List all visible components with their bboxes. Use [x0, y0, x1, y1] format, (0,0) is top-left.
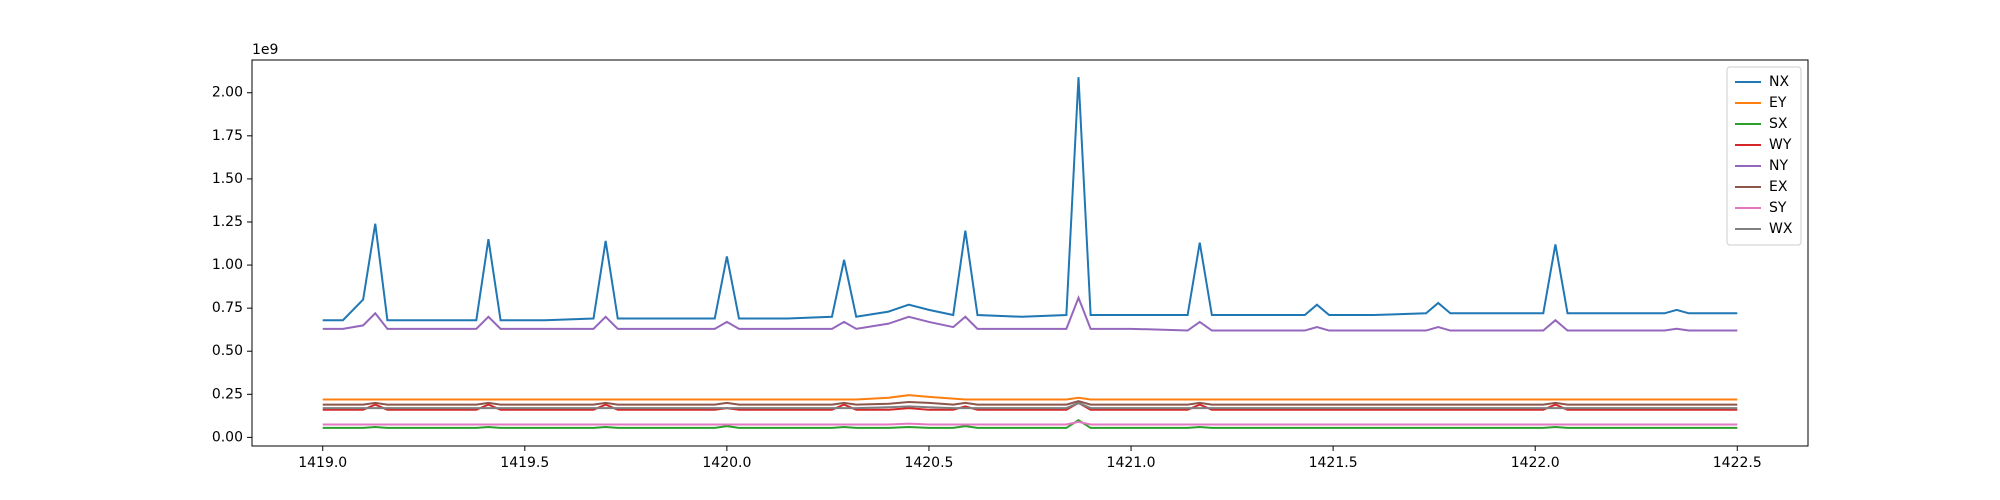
x-tick-label: 1422.0: [1511, 455, 1560, 471]
x-tick-label: 1420.5: [904, 455, 953, 471]
x-tick-label: 1420.0: [702, 455, 751, 471]
plot-frame: [251, 59, 1809, 447]
legend-label: WY: [1769, 137, 1792, 153]
series-line: [322, 77, 1738, 322]
y-tick-label: 0.75: [212, 300, 243, 316]
legend-label: EY: [1769, 95, 1787, 111]
y-offset-label: 1e9: [252, 42, 278, 58]
legend-label: WX: [1769, 221, 1793, 237]
y-tick-label: 1.75: [212, 128, 243, 144]
x-tick-label: 1422.5: [1713, 455, 1762, 471]
series-line: [322, 400, 1738, 406]
x-tick-label: 1421.5: [1309, 455, 1358, 471]
legend-label: NX: [1769, 74, 1789, 90]
legend-label: EX: [1769, 179, 1788, 195]
y-tick-label: 0.50: [212, 343, 243, 359]
y-tick-label: 1.25: [212, 214, 243, 230]
y-tick-label: 1.00: [212, 257, 243, 273]
x-tick-label: 1419.0: [298, 455, 347, 471]
y-tick-label: 0.00: [212, 429, 243, 445]
legend-label: NY: [1769, 158, 1788, 174]
series-line: [322, 420, 1738, 426]
legend-label: SX: [1769, 116, 1788, 132]
legend-label: SY: [1769, 200, 1787, 216]
x-tick-label: 1419.5: [500, 455, 549, 471]
series-line: [322, 295, 1738, 332]
legend-box: [1726, 66, 1802, 246]
y-tick-label: 2.00: [212, 85, 243, 101]
series-line: [322, 401, 1738, 410]
series-line: [322, 394, 1738, 401]
x-tick-label: 1421.0: [1107, 455, 1156, 471]
y-tick-label: 0.25: [212, 386, 243, 402]
series-line: [322, 418, 1738, 429]
y-tick-label: 1.50: [212, 171, 243, 187]
